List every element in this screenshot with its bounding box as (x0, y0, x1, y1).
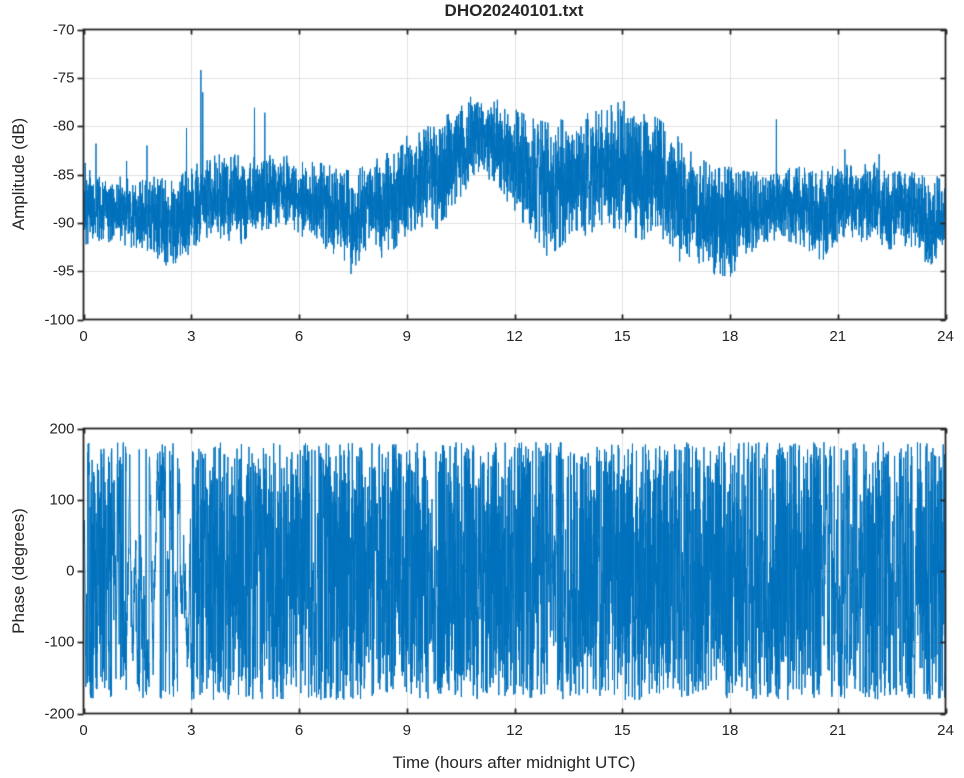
phase-x-tick-label: 6 (294, 721, 304, 739)
phase-x-tick-label: 24 (937, 721, 954, 739)
amplitude-x-tick-label: 12 (506, 327, 523, 345)
amplitude-x-tick-label: 15 (613, 327, 631, 345)
amplitude-y-tick-label: -80 (52, 117, 75, 135)
amplitude-y-tick-label: -85 (52, 166, 75, 183)
figure-title: DHO20240101.txt (444, 1, 584, 20)
x-axis-label: Time (hours after midnight UTC) (392, 753, 636, 772)
amplitude-x-tick-label: 0 (79, 327, 88, 345)
amplitude-x-tick-label: 9 (402, 327, 411, 345)
amplitude-y-tick-label: -95 (52, 262, 75, 280)
amplitude-x-tick-label: 21 (829, 327, 847, 345)
phase-y-axis-label: Phase (degrees) (9, 508, 28, 634)
amplitude-y-axis-label: Amplitude (dB) (9, 117, 28, 231)
amplitude-x-tick-label: 24 (937, 327, 954, 345)
amplitude-y-tick-label: -75 (52, 69, 75, 87)
phase-x-tick-label: 0 (79, 721, 88, 739)
phase-x-tick-label: 12 (506, 721, 523, 739)
amplitude-x-tick-label: 6 (294, 327, 304, 345)
amplitude-y-tick-label: -70 (52, 21, 75, 38)
phase-x-tick-label: 9 (402, 721, 411, 739)
phase-x-tick-label: 18 (721, 721, 739, 739)
phase-y-tick-label: -100 (44, 633, 75, 651)
amplitude-y-tick-label: -100 (44, 311, 75, 328)
phase-x-tick-label: 3 (187, 721, 196, 739)
amplitude-x-tick-label: 18 (721, 327, 739, 345)
phase-y-tick-label: 0 (66, 562, 75, 580)
phase-x-tick-label: 15 (613, 721, 631, 739)
phase-x-tick-label: 21 (829, 721, 847, 739)
phase-y-tick-label: -200 (44, 705, 75, 722)
phase-y-tick-label: 100 (49, 491, 75, 509)
amplitude-y-tick-label: -90 (52, 214, 75, 232)
phase-y-tick-label: 200 (49, 420, 75, 437)
amplitude-x-tick-label: 3 (187, 327, 196, 345)
